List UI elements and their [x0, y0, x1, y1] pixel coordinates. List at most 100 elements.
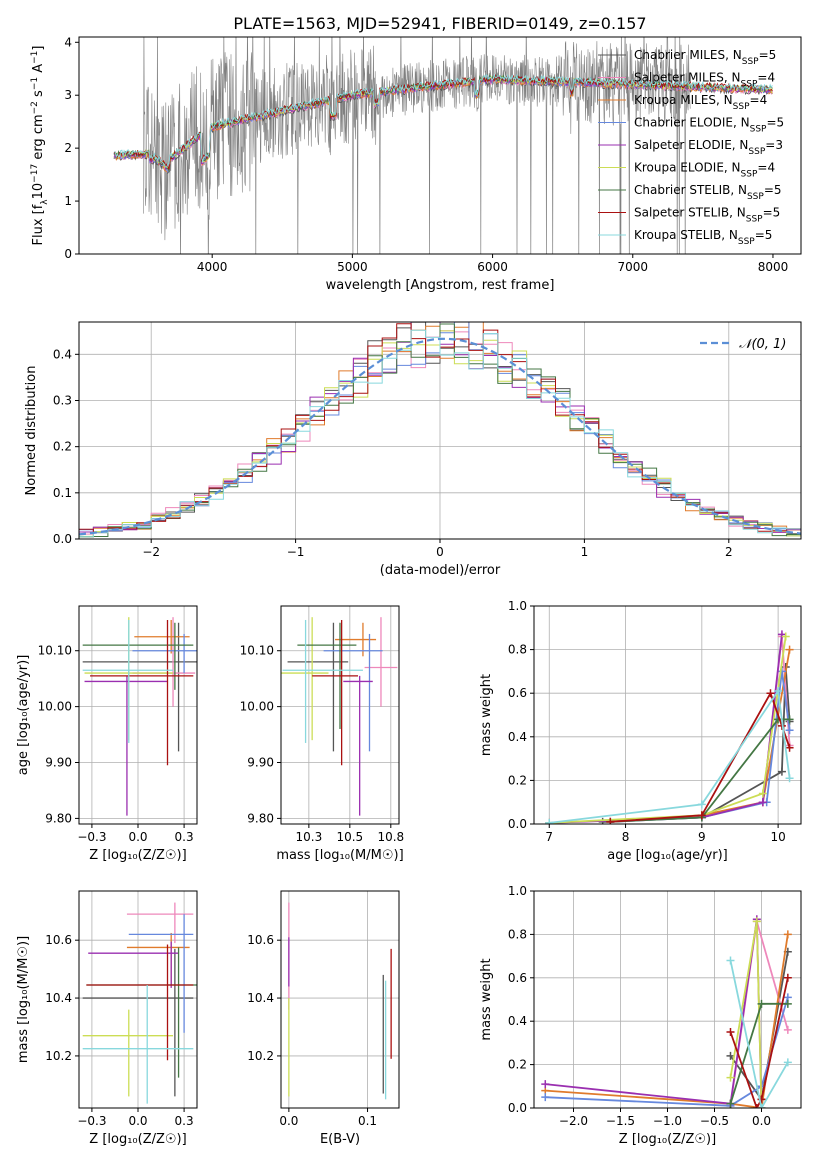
series-marker-c2	[783, 930, 792, 939]
legend-entry: Chabrier ELODIE, NSSP=5	[634, 116, 784, 135]
x-tick-label: 8	[622, 830, 630, 844]
x-axis-label: age [log₁₀(age/yr)]	[607, 848, 728, 863]
x-tick-label: −1.5	[606, 1114, 635, 1128]
series-marker-c5	[758, 789, 767, 798]
series-marker-c5	[726, 1073, 735, 1082]
series-marker-c3	[541, 1093, 550, 1102]
legend-text: Salpeter STELIB, N	[634, 206, 746, 220]
x-axis-label: Z [log₁₀(Z/Z☉)]	[619, 1132, 716, 1147]
histogram-c8	[79, 329, 801, 538]
x-tick-label: 0	[436, 545, 444, 559]
y-tick-label: 0.4	[53, 347, 72, 361]
axes-frame: 0.0 0.1 10.2 10.4 10.6 E(B-V)	[247, 890, 400, 1147]
normal-curve	[79, 337, 801, 536]
axes-border	[280, 605, 400, 825]
panel-mass_vs_EBV: 0.0 0.1 10.2 10.4 10.6 E(B-V)	[247, 890, 400, 1147]
axes-border	[78, 36, 802, 255]
x-tick-label: 5000	[337, 260, 368, 274]
model-spectrum-c8	[113, 73, 773, 168]
series-marker-c0	[777, 767, 786, 776]
panel-age_vs_mass: 10.3 10.5 10.8 9.80 9.90 10.00 10.10 mass [log₁…	[240, 605, 404, 863]
legend-entry: Kroupa STELIB, NSSP=5	[634, 228, 772, 247]
y-axis-label-part: A	[31, 64, 46, 77]
x-axis-label: wavelength [Angstrom, rest frame]	[326, 278, 555, 293]
series-line-c8	[729, 960, 789, 1108]
x-tick-label: −2.0	[559, 1114, 588, 1128]
legend-entry: Kroupa MILES, NSSP=4	[634, 93, 767, 112]
plot-area	[82, 617, 197, 816]
x-tick-label: 10.8	[377, 830, 404, 844]
legend-val: =5	[755, 228, 773, 242]
x-axis-label: Z [log₁₀(Z/Z☉)]	[89, 1132, 186, 1147]
axes-border	[280, 890, 400, 1109]
x-tick-label: 10.3	[296, 830, 323, 844]
legend-text: Chabrier ELODIE, N	[634, 116, 750, 130]
plot-area	[113, 37, 773, 254]
series-marker-c6	[783, 999, 792, 1008]
legend-text: Chabrier MILES, N	[634, 48, 742, 62]
legend-val: =5	[764, 183, 782, 197]
axes-frame: −0.3 0.0 0.3 9.80 9.90 10.00 10.10 Z [log₁₀(Z/Z…	[16, 605, 198, 863]
y-axis-label: Normed distribution	[24, 366, 39, 496]
y-axis-label: mass weight	[479, 958, 494, 1040]
y-tick-label: 10.4	[45, 991, 72, 1005]
legend-text: Salpeter MILES, N	[634, 71, 741, 85]
legend-val: =5	[766, 116, 784, 130]
x-tick-label: 7000	[617, 260, 648, 274]
y-tick-label: 4	[64, 35, 72, 49]
y-tick-label: 10.00	[38, 700, 72, 714]
panel-age_vs_Z: −0.3 0.0 0.3 9.80 9.90 10.00 10.10 Z [log₁₀(Z/Z…	[16, 605, 198, 863]
y-axis-label-part: −17	[30, 164, 40, 183]
x-axis-label: E(B-V)	[320, 1132, 360, 1147]
legend-entry: Chabrier MILES, NSSP=5	[634, 48, 776, 67]
series-marker-c7	[752, 1104, 761, 1108]
series-marker-c7	[726, 1028, 735, 1037]
legend-sub: SSP	[733, 102, 750, 112]
y-tick-label: 0.2	[53, 440, 72, 454]
series-line-c6	[610, 718, 790, 823]
series-line-c2	[545, 934, 789, 1108]
legend-text: Kroupa STELIB, N	[634, 228, 738, 242]
plot-area	[545, 630, 794, 824]
y-tick-label: 0.4	[508, 730, 527, 744]
x-tick-label: 10.5	[336, 830, 363, 844]
x-axis-label: mass [log₁₀(M/M☉)]	[276, 848, 403, 863]
series-marker-c8	[545, 818, 554, 824]
panel-weight_vs_Z: −2.0 −1.5 −1.0 −0.5 0.0 0.0 0.2 0.4 0.6 0.8 1.0 Z […	[479, 884, 802, 1147]
legend-val: =4	[757, 71, 775, 85]
series-marker-c7	[785, 743, 794, 752]
series-marker-c8	[783, 1058, 792, 1067]
series-marker-c6	[726, 1099, 735, 1108]
series-marker-c4	[541, 1080, 550, 1089]
series-marker-c3	[785, 726, 794, 735]
series-line-c0	[602, 666, 791, 823]
series-line-c4	[545, 919, 763, 1108]
panel-mass_vs_Z: −0.3 0.0 0.3 10.2 10.4 10.6 Z [log₁₀(Z/Z☉)] mas…	[16, 890, 198, 1147]
series-marker-c6	[785, 715, 794, 724]
panel-spectrum: 4000 5000 6000 7000 8000 0 1 2 3 4 wavelength [Ang…	[30, 35, 802, 293]
y-tick-label: 0.0	[53, 532, 72, 546]
y-tick-label: 0.6	[508, 971, 527, 985]
y-tick-label: 10.00	[240, 700, 274, 714]
legend-sub: SSP	[750, 125, 767, 135]
y-axis-label-part: λ	[40, 199, 50, 205]
series-marker-c6	[757, 999, 766, 1008]
y-axis-label-part: −2	[30, 101, 40, 114]
x-axis-label: (data-model)/error	[380, 563, 501, 578]
x-tick-label: 4000	[197, 260, 228, 274]
legend-entry: Salpeter STELIB, NSSP=5	[634, 206, 780, 225]
plot-area	[541, 915, 792, 1108]
plot-area	[281, 617, 398, 816]
x-tick-label: 0.3	[175, 830, 194, 844]
series-marker-c8	[785, 774, 794, 783]
x-tick-label: −0.3	[77, 1114, 106, 1128]
x-tick-label: 9	[698, 830, 706, 844]
series-marker-c0	[726, 1051, 735, 1060]
y-tick-label: 0.6	[508, 686, 527, 700]
y-tick-label: 1	[64, 194, 72, 208]
legend-sub: SSP	[748, 147, 765, 157]
y-tick-label: 3	[64, 88, 72, 102]
legend-entry: Salpeter ELODIE, NSSP=3	[634, 138, 783, 157]
y-axis-label: Flux [fλ10−17 erg cm−2 s−1 A−1]	[30, 46, 50, 246]
legend-sub: SSP	[738, 237, 755, 247]
